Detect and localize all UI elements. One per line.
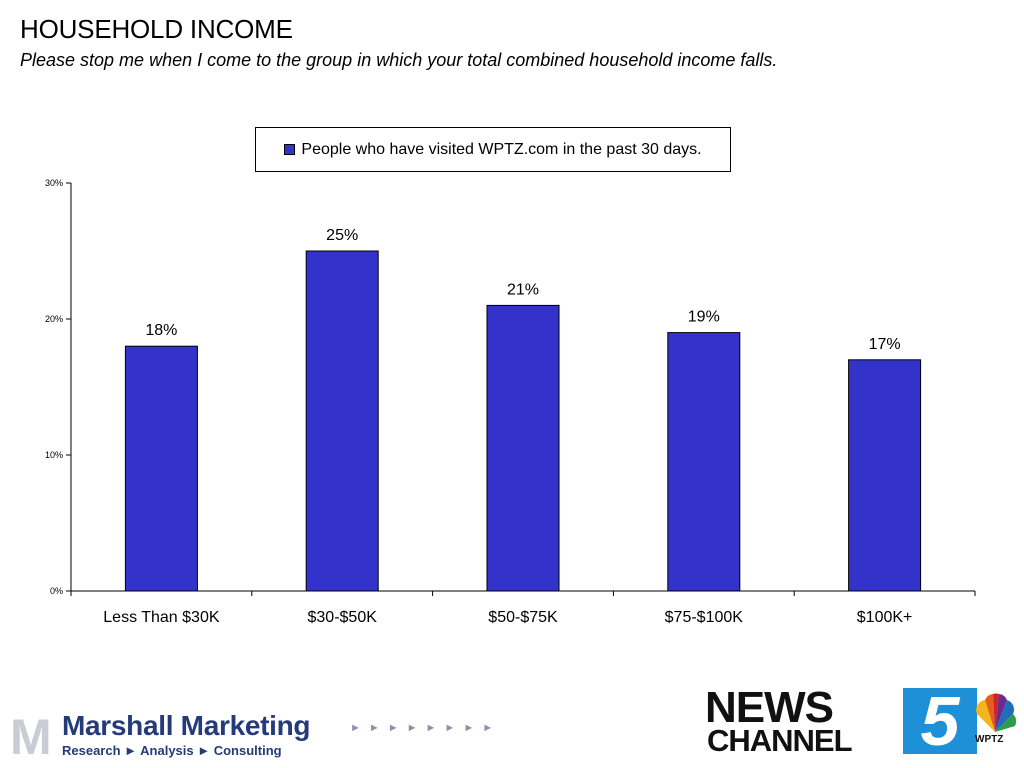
data-label: 18% <box>145 322 177 339</box>
x-tick-label: Less Than $30K <box>103 609 220 626</box>
marshall-tagline: Research ► Analysis ► Consulting <box>62 743 282 758</box>
slide-subtitle: Please stop me when I come to the group … <box>20 50 778 70</box>
chart-legend: People who have visited WPTZ.com in the … <box>255 127 731 172</box>
y-tick-label: 20% <box>45 314 63 324</box>
y-tick-label: 10% <box>45 450 63 460</box>
x-tick-label: $100K+ <box>857 609 913 626</box>
y-tick-label: 30% <box>45 178 63 188</box>
marshall-m-logo-icon: M <box>10 709 52 765</box>
newschannel5-logo: NEWS CHANNEL 5 WPTZ <box>705 686 1020 758</box>
bar <box>848 359 922 592</box>
data-label: 19% <box>688 309 720 326</box>
slide-title: HOUSEHOLD INCOME <box>20 14 293 44</box>
marshall-marketing-logo: M Marshall Marketing Research ► Analysis… <box>8 708 518 763</box>
nbc-peacock-icon <box>976 693 1017 732</box>
bar <box>124 345 198 592</box>
x-tick-label: $75-$100K <box>665 609 744 626</box>
bar <box>667 332 741 592</box>
data-label: 17% <box>869 336 901 353</box>
bar <box>486 304 560 592</box>
marshall-name: Marshall Marketing <box>62 710 311 741</box>
logo-news-text: NEWS <box>705 683 834 732</box>
bar <box>305 250 379 592</box>
x-tick-label: $50-$75K <box>488 609 558 626</box>
marshall-arrows: ►►►►►►►► <box>350 722 502 734</box>
logo-station-text: WPTZ <box>975 734 1004 745</box>
x-tick-label: $30-$50K <box>308 609 378 626</box>
data-label: 25% <box>326 227 358 244</box>
legend-swatch <box>284 144 296 155</box>
logo-channel-text: CHANNEL <box>707 723 853 758</box>
logo-channel-number: 5 <box>903 686 977 756</box>
data-label: 21% <box>507 281 539 298</box>
y-tick-label: 0% <box>50 586 63 596</box>
bar-chart: 0% 10% 20% 30% 18% Less Than $30K 25% $30-$50K 2… <box>45 178 976 626</box>
legend-label: People who have visited WPTZ.com in the … <box>301 140 702 158</box>
